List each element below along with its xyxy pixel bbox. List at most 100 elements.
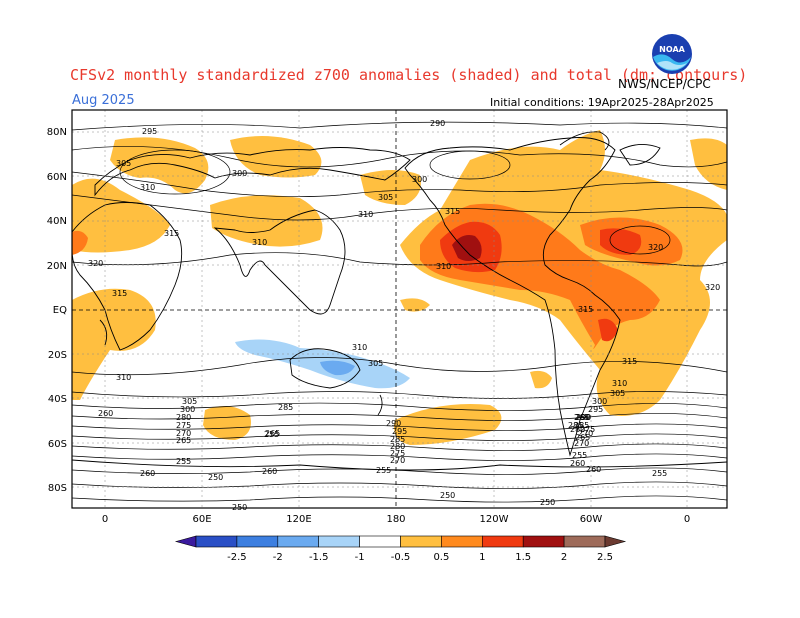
contour-label: 270 bbox=[574, 439, 589, 448]
contour-label: 285 bbox=[278, 403, 293, 412]
lon-label: 180 bbox=[386, 514, 405, 525]
lat-label: 20N bbox=[47, 261, 67, 272]
contour-label: 305 bbox=[182, 397, 197, 406]
contour-label: 320 bbox=[88, 259, 103, 268]
colorbar-segment bbox=[195, 535, 238, 548]
contour-label: 270 bbox=[176, 429, 191, 438]
agency-label: NWS/NCEP/CPC bbox=[618, 77, 711, 91]
contour-label: 310 bbox=[612, 379, 627, 388]
contour-label: 315 bbox=[578, 305, 593, 314]
contour-label: 305 bbox=[116, 159, 131, 168]
anomaly-shading bbox=[72, 130, 727, 445]
anomaly-negative-1 bbox=[320, 360, 355, 376]
contour-label: 260 bbox=[262, 467, 277, 476]
contour-label: 295 bbox=[392, 427, 407, 436]
contour-label: 320 bbox=[705, 283, 720, 292]
contour-label: 305 bbox=[378, 193, 393, 202]
graticule bbox=[72, 110, 727, 508]
contour-label: 250 bbox=[208, 473, 223, 482]
lat-label: EQ bbox=[53, 305, 67, 316]
contour-label: 290 bbox=[576, 413, 591, 422]
colorbar-segment bbox=[359, 535, 401, 548]
contour-label: 280 bbox=[570, 425, 585, 434]
contour-label: 255 bbox=[652, 469, 667, 478]
colorbar-label: -2 bbox=[273, 552, 283, 563]
contour-label: 265 bbox=[574, 413, 589, 422]
lat-label: 40N bbox=[47, 216, 67, 227]
contour-label: 260 bbox=[98, 409, 113, 418]
colorbar-label: -2.5 bbox=[227, 552, 247, 563]
lat-label: 40S bbox=[48, 394, 67, 405]
colorbar-segment bbox=[277, 535, 319, 548]
contour-label: 255 bbox=[176, 457, 191, 466]
contour-label: 300 bbox=[592, 397, 607, 406]
lon-label: 60E bbox=[192, 514, 211, 525]
contour-label: 275 bbox=[580, 425, 595, 434]
contour-label: 315 bbox=[622, 357, 637, 366]
lat-label: 80S bbox=[48, 483, 67, 494]
contour-label: 280 bbox=[390, 442, 405, 451]
contour-label: 310 bbox=[358, 210, 373, 219]
contour-label: 285 bbox=[568, 421, 583, 430]
contour-label: 295 bbox=[142, 127, 157, 136]
lon-label: 0 bbox=[102, 514, 108, 525]
contour-label: 270 bbox=[390, 456, 405, 465]
forecast-month: Aug 2025 bbox=[72, 93, 135, 108]
lat-label: 20S bbox=[48, 350, 67, 361]
lat-label: 80N bbox=[47, 127, 67, 138]
colorbar-label: 1 bbox=[479, 552, 485, 563]
lon-label: 120E bbox=[286, 514, 311, 525]
colorbar-label: 0.5 bbox=[433, 552, 449, 563]
contour-label: 300 bbox=[180, 405, 195, 414]
contour-label: 280 bbox=[176, 413, 191, 422]
contour-label: 260 bbox=[140, 469, 155, 478]
colorbar-segment bbox=[441, 535, 483, 548]
colorbar-segment bbox=[563, 535, 606, 548]
colorbar-segment bbox=[318, 535, 360, 548]
colorbar-segment bbox=[481, 535, 524, 548]
colorbar-end-low bbox=[174, 535, 197, 548]
contour-label: 315 bbox=[164, 229, 179, 238]
colorbar-label: 2.5 bbox=[597, 552, 613, 563]
lon-label: 120W bbox=[480, 514, 509, 525]
colorbar-label: -0.5 bbox=[391, 552, 411, 563]
contour-label: 280 bbox=[575, 413, 590, 422]
lat-label: 60N bbox=[47, 172, 67, 183]
contour-label: 255 bbox=[572, 451, 587, 460]
contour-label: 300 bbox=[412, 175, 427, 184]
contour-label: 300 bbox=[232, 169, 247, 178]
anomaly-positive-0.5 bbox=[72, 130, 727, 445]
contour-label: 255 bbox=[264, 430, 279, 439]
latitude-labels: 80N 60N 40N 20N EQ 20S 40S 60S 80S bbox=[47, 127, 67, 494]
contour-label: 260 bbox=[586, 465, 601, 474]
contour-label: 250 bbox=[440, 491, 455, 500]
height-contours bbox=[72, 121, 727, 503]
contour-label: 275 bbox=[390, 449, 405, 458]
contour-label: 290 bbox=[386, 419, 401, 428]
contour-label: 285 bbox=[574, 421, 589, 430]
lon-label: 0 bbox=[684, 514, 690, 525]
initial-conditions: Initial conditions: 19Apr2025-28Apr2025 bbox=[490, 96, 714, 109]
contour-label: 315 bbox=[445, 207, 460, 216]
contour-label: 310 bbox=[436, 262, 451, 271]
colorbar-segment bbox=[400, 535, 442, 548]
contour-label: 265 bbox=[265, 429, 280, 438]
contour-label: 265 bbox=[575, 433, 590, 442]
contour-value-labels: 295 305 310 315 320 300 310 290 300 305 … bbox=[88, 119, 720, 512]
contour-label: 305 bbox=[368, 359, 383, 368]
map-frame bbox=[71, 109, 728, 509]
contour-label: 255 bbox=[376, 466, 391, 475]
colorbar-label: 1.5 bbox=[515, 552, 531, 563]
contour-label: 310 bbox=[116, 373, 131, 382]
colorbar-end-high bbox=[604, 535, 627, 548]
colorbar-segment bbox=[236, 535, 279, 548]
contour-label: 295 bbox=[588, 405, 603, 414]
colorbar-label: 2 bbox=[561, 552, 567, 563]
contour-label: 320 bbox=[648, 243, 663, 252]
logo-text: NOAA bbox=[659, 45, 685, 54]
lon-label: 60W bbox=[580, 514, 603, 525]
contour-label: 305 bbox=[610, 389, 625, 398]
contour-label: 260 bbox=[570, 459, 585, 468]
contour-label: 265 bbox=[176, 436, 191, 445]
